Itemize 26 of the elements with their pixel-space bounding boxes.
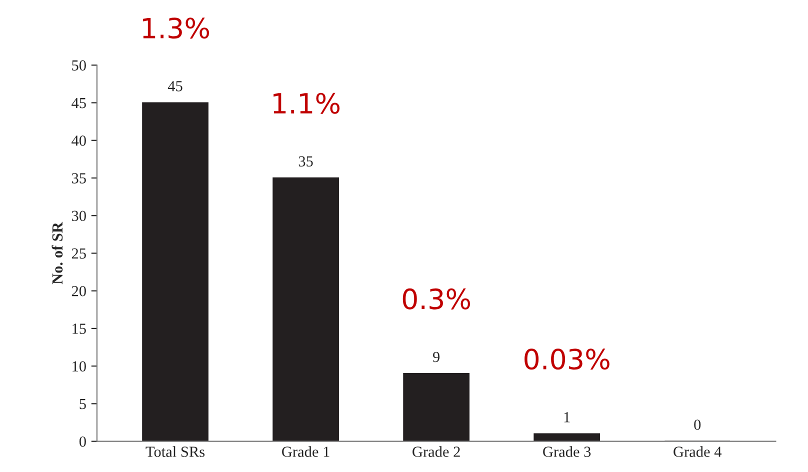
data-label: 1 bbox=[564, 412, 570, 422]
y-tick-label: 30 bbox=[72, 210, 86, 222]
y-tick-label: 25 bbox=[72, 248, 86, 259]
y-tick-label: 5 bbox=[80, 399, 86, 410]
annotation: 1.1% bbox=[274, 92, 340, 114]
y-tick-label: 45 bbox=[72, 98, 86, 108]
y-tick-label: 20 bbox=[72, 286, 86, 296]
x-tick-label: Grade 4 bbox=[674, 446, 722, 457]
y-tick-label: 15 bbox=[72, 324, 86, 334]
y-axis-title: No. of SR bbox=[52, 222, 63, 284]
data-label: 35 bbox=[298, 156, 313, 167]
data-label: 45 bbox=[168, 81, 182, 92]
y-tick-label: 10 bbox=[72, 361, 86, 372]
x-tick-label: Grade 3 bbox=[543, 446, 591, 457]
x-tick-label: Total SRs bbox=[146, 446, 205, 457]
data-label: 0 bbox=[694, 420, 701, 430]
y-tick-label: 40 bbox=[72, 136, 86, 146]
data-label: 9 bbox=[432, 352, 440, 362]
text: 1.3% bbox=[143, 18, 210, 39]
x-tick-label: Grade 2 bbox=[412, 446, 460, 457]
y-tick-label: 35 bbox=[72, 173, 86, 184]
annotation: 0.3% bbox=[402, 288, 470, 310]
y-tick-label: 50 bbox=[72, 60, 86, 71]
x-tick-label: Grade 1 bbox=[282, 446, 330, 457]
annotation: 0.03% bbox=[524, 348, 610, 370]
y-tick-label: 0 bbox=[79, 436, 86, 447]
